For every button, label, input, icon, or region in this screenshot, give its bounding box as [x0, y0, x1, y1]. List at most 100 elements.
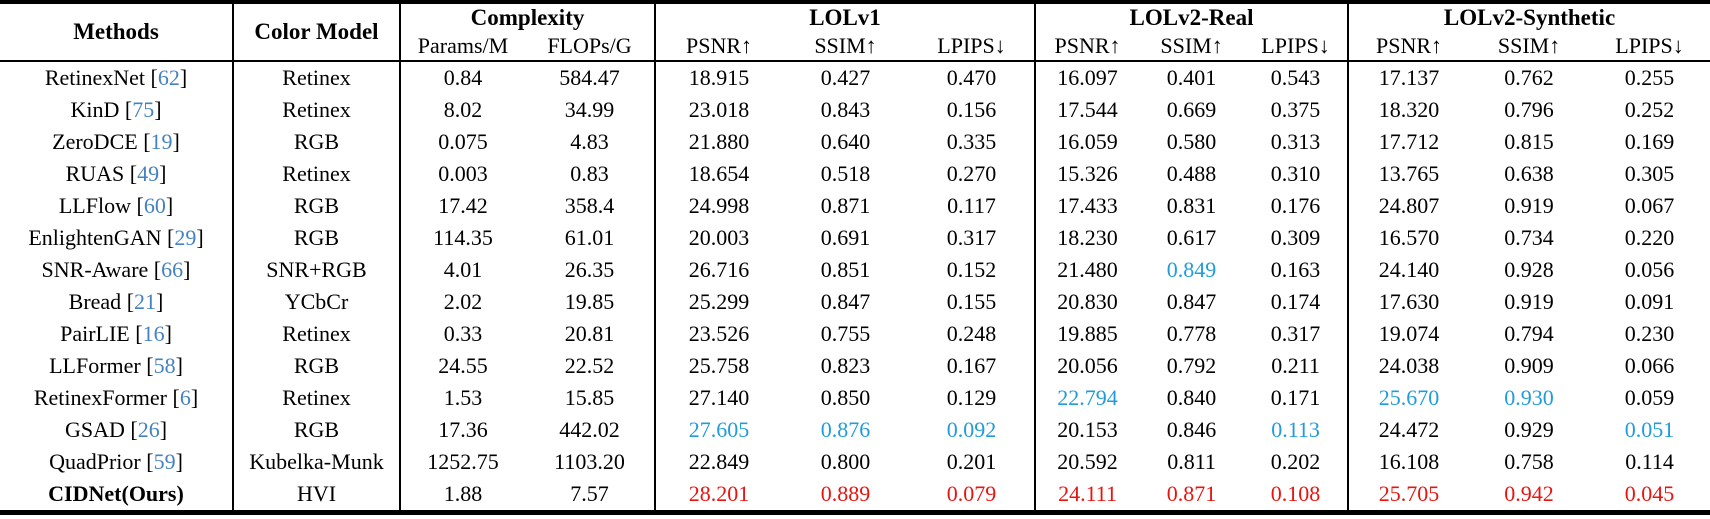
metric-cell: 16.097: [1034, 61, 1140, 94]
metric-cell: 20.003: [654, 222, 782, 254]
metric-cell: 17.630: [1347, 286, 1470, 318]
metric-cell: 0.846: [1166, 417, 1217, 442]
metric-cell: 26.716: [654, 254, 782, 286]
metric-cell: 24.807: [1347, 190, 1470, 222]
metric-cell: 0.163: [1270, 257, 1321, 282]
table-row: EnlightenGAN [29] RGB 114.35 61.01 20.003 0.6…: [0, 222, 1710, 254]
metric-cell: 34.99: [564, 97, 615, 122]
color-model-cell: Kubelka-Munk: [232, 446, 400, 478]
metric-cell: 0.255: [1624, 65, 1675, 90]
metric-cell: 15.85: [564, 385, 615, 410]
column-header-color-model: Color Model: [232, 2, 400, 62]
metric-cell: 0.909: [1504, 353, 1554, 378]
citation-bracket: [58]: [140, 353, 183, 378]
metric-cell: 0.823: [820, 353, 871, 378]
metric-cell: 0.129: [946, 385, 997, 410]
citation-bracket: [26]: [124, 417, 168, 442]
metric-cell: 0.33: [399, 318, 525, 350]
metric-cell: 0.313: [1270, 129, 1321, 154]
citation-link[interactable]: 58: [153, 353, 176, 378]
color-model-cell: RGB: [232, 350, 400, 382]
metric-cell: 0.831: [1166, 193, 1217, 218]
metric-cell: 0.003: [399, 158, 525, 190]
table-row: GSAD [26] RGB 17.36 442.02 27.605 0.876 0.092 2…: [0, 414, 1710, 446]
citation-link[interactable]: 16: [142, 321, 165, 346]
metric-cell: 0.317: [1270, 321, 1321, 346]
metric-cell: 0.800: [820, 449, 871, 474]
metric-cell: 0.091: [1624, 289, 1675, 314]
citation-link[interactable]: 60: [143, 193, 166, 218]
metric-cell: 0.758: [1504, 449, 1554, 474]
color-model-cell: RGB: [232, 414, 400, 446]
metric-cell: 0.117: [947, 193, 996, 218]
table-row: LLFormer [58] RGB 24.55 22.52 25.758 0.823 0.1…: [0, 350, 1710, 382]
metric-cell: 22.52: [564, 353, 615, 378]
metric-cell: 8.02: [399, 94, 525, 126]
table-row: RetinexNet [62] Retinex 0.84 584.47 18.915 0.…: [0, 61, 1710, 94]
metric-cell: 0.155: [946, 289, 997, 314]
citation-link[interactable]: 19: [150, 129, 173, 154]
method-cell: KinD [75]: [0, 94, 233, 126]
metric-cell: 17.36: [399, 414, 525, 446]
metric-cell: 0.734: [1504, 225, 1554, 250]
metric-cell: 0.691: [820, 225, 871, 250]
color-model-cell: RGB: [232, 222, 400, 254]
metric-cell: 0.928: [1504, 257, 1554, 282]
citation-link[interactable]: 49: [137, 161, 160, 186]
method-name: ZeroDCE: [52, 129, 138, 154]
metric-cell: 0.092: [946, 417, 997, 442]
citation-link[interactable]: 66: [161, 257, 184, 282]
metric-cell: 17.712: [1347, 126, 1470, 158]
metric-cell: 18.654: [654, 158, 782, 190]
metric-cell: 114.35: [399, 222, 525, 254]
method-name: GSAD: [64, 417, 125, 442]
metric-cell: 0.169: [1624, 129, 1675, 154]
metric-cell: 1.88: [399, 478, 525, 513]
group-header-lolv1: LOLv1: [653, 2, 1036, 32]
metric-cell: 15.326: [1034, 158, 1140, 190]
table-row: PairLIE [16] Retinex 0.33 20.81 23.526 0.755 0…: [0, 318, 1710, 350]
metric-cell: 16.059: [1034, 126, 1140, 158]
metric-cell: 0.171: [1270, 385, 1321, 410]
subheader-lolv1-lpips: LPIPS↓: [909, 32, 1036, 62]
metric-cell: 0.176: [1270, 193, 1321, 218]
citation-bracket: [16]: [129, 321, 172, 346]
metric-cell: 0.876: [820, 417, 871, 442]
metric-cell: 28.201: [654, 478, 782, 513]
citation-link[interactable]: 6: [179, 385, 191, 410]
color-model-cell: RGB: [232, 190, 400, 222]
citation-link[interactable]: 21: [134, 289, 157, 314]
method-cell: RetinexNet [62]: [0, 61, 233, 94]
metric-cell: 0.792: [1166, 353, 1217, 378]
citation-link[interactable]: 75: [132, 97, 155, 122]
method-cell: QuadPrior [59]: [0, 446, 233, 478]
metric-cell: 20.153: [1034, 414, 1140, 446]
table-row: LLFlow [60] RGB 17.42 358.4 24.998 0.871 0.117…: [0, 190, 1710, 222]
metric-cell: 0.202: [1270, 449, 1321, 474]
metric-cell: 0.929: [1504, 417, 1554, 442]
metric-cell: 24.998: [654, 190, 782, 222]
citation-link[interactable]: 62: [157, 65, 180, 90]
metric-cell: 0.849: [1166, 257, 1217, 282]
citation-bracket: [66]: [148, 257, 191, 282]
metric-cell: 0.942: [1504, 481, 1554, 506]
subheader-lolv2real-ssim: SSIM↑: [1139, 32, 1245, 62]
method-cell: PairLIE [16]: [0, 318, 233, 350]
metric-cell: 0.167: [946, 353, 997, 378]
metric-cell: 0.375: [1270, 97, 1321, 122]
metric-cell: 2.02: [399, 286, 525, 318]
metric-cell: 0.871: [1166, 481, 1217, 506]
citation-link[interactable]: 29: [174, 225, 197, 250]
citation-link[interactable]: 26: [137, 417, 160, 442]
metric-cell: 0.174: [1270, 289, 1321, 314]
method-name: LLFormer: [49, 353, 141, 378]
table-row: CIDNet(Ours) HVI 1.88 7.57 28.201 0.889 0.079 2…: [0, 478, 1710, 513]
metric-cell: 0.079: [946, 481, 997, 506]
metric-cell: 23.526: [654, 318, 782, 350]
citation-link[interactable]: 59: [153, 449, 176, 474]
method-name: QuadPrior: [49, 449, 141, 474]
metric-cell: 0.847: [1166, 289, 1217, 314]
table-row: KinD [75] Retinex 8.02 34.99 23.018 0.843 0.15…: [0, 94, 1710, 126]
method-cell: LLFlow [60]: [0, 190, 233, 222]
metric-cell: 25.705: [1347, 478, 1470, 513]
